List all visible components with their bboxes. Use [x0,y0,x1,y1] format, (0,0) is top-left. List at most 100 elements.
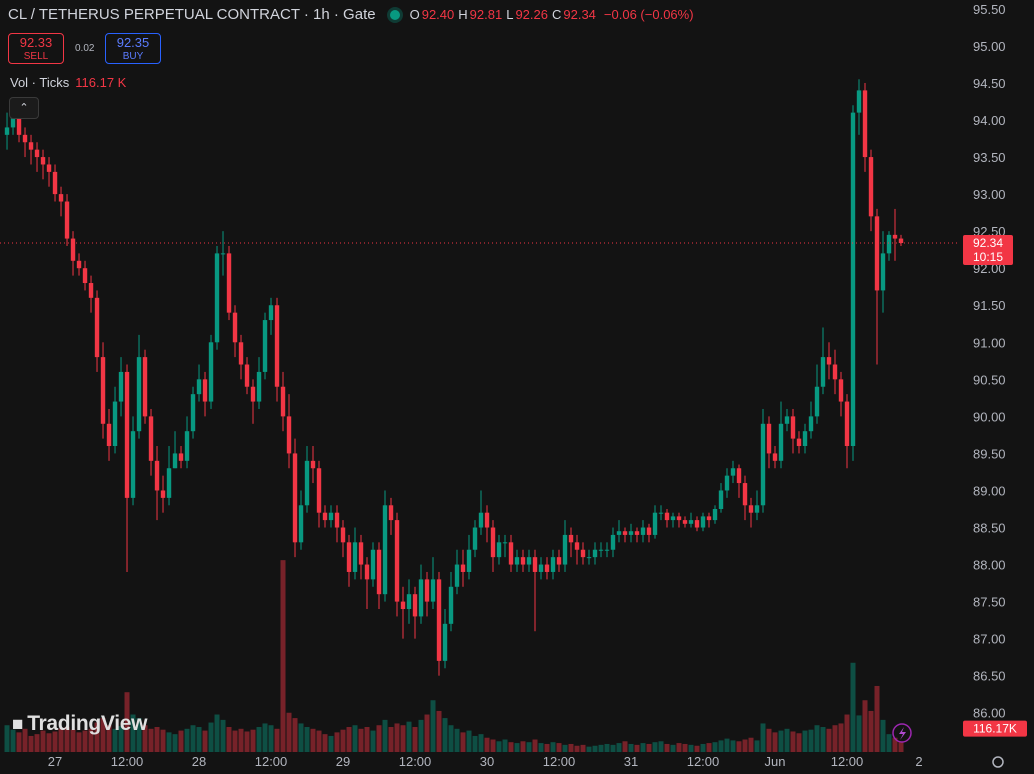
volume-bar [388,727,394,752]
volume-bar [658,741,664,752]
volume-bar [736,741,742,752]
candle-body [874,216,880,291]
x-tick-label: 29 [336,754,350,769]
sell-price: 92.33 [19,35,53,50]
volume-bar [520,741,526,752]
volume-bar [64,727,70,752]
candle-body [442,623,448,661]
candle-body [670,516,676,521]
y-tick-label: 91.00 [973,335,1006,350]
candle-body [724,475,730,491]
countdown: 10:15 [973,250,1003,264]
x-tick-label: 12:00 [543,754,576,769]
volume-bar [706,743,712,752]
candle-body [40,157,46,165]
candle-body [586,557,592,559]
y-tick-label: 87.00 [973,632,1006,647]
candle-body [106,423,112,447]
candle-body [760,423,766,506]
volume-bar [316,730,322,752]
volume-bar [784,728,790,752]
volume-bar [346,727,352,752]
volume-bar [868,710,874,752]
volume-bar [454,728,460,752]
candle-body [226,253,232,313]
candle-body [892,234,898,239]
volume-bar [670,744,676,752]
x-tick-label: 12:00 [255,754,288,769]
buy-button[interactable]: 92.35 BUY [105,33,161,64]
volume-bar [196,727,202,752]
candle-body [130,431,136,498]
candle-body [334,512,340,528]
candle-body [610,534,616,550]
candle-body [730,468,736,476]
volume-bar [34,734,40,752]
candle-body [814,386,820,417]
last-price-tag [963,235,1013,266]
y-tick-label: 95.50 [973,2,1006,17]
volume-bar [40,730,46,752]
settings-button [992,756,1004,768]
candle-body [646,527,652,535]
candle-body [526,557,532,565]
candle-body [382,505,388,595]
x-tick-label: 12:00 [831,754,864,769]
volume-bar [844,714,850,752]
y-tick-label: 91.50 [973,298,1006,313]
volume-bar [334,732,340,752]
volume-bar [460,732,466,752]
candle-body [640,527,646,535]
candle-body [202,379,208,402]
candle-body [370,549,376,580]
x-tick-label: 28 [192,754,206,769]
candle-body [838,379,844,402]
y-tick-label: 87.50 [973,595,1006,610]
candle-body [460,564,466,572]
volume-bar [412,727,418,752]
volume-bar [718,740,724,752]
volume-bar [814,725,820,752]
volume-bar [10,729,16,752]
volume-bar [394,723,400,752]
volume-bar [676,743,682,752]
volume-bar [592,745,598,752]
y-tick-label: 86.00 [973,706,1006,721]
candle-body [82,268,88,284]
candle-body [472,527,478,550]
candle-body [508,542,514,565]
candle-body [16,112,22,135]
candle-body [502,542,508,544]
candle-body [634,531,640,535]
volume-bar [550,742,556,752]
volume-bar [790,731,796,752]
volume-bar [580,744,586,752]
volume-bar [544,743,550,752]
candle-body [250,386,256,402]
candle-body [886,234,892,254]
volume-bar [172,734,178,752]
ohlc-value: 92.26 [515,7,548,22]
volume-bar [208,722,214,752]
volume-bar [310,728,316,752]
candle-body [184,431,190,461]
volume-bar [574,745,580,752]
ohlc-value: 92.34 [563,7,596,22]
volume-bar [250,729,256,752]
volume-bar [466,730,472,752]
volume-bar [898,741,904,752]
candle-body [220,253,226,255]
ohlc-key: H [458,7,468,22]
volume-tag-label: 116.17K [973,722,1017,736]
volume-bar [646,743,652,752]
volume-bar [556,743,562,752]
ohlc-key: L [506,7,514,22]
candle-body [580,549,586,558]
candle-body [166,468,172,498]
volume-bar [70,729,76,752]
collapse-button[interactable]: ⌃ [9,97,39,119]
sell-button[interactable]: 92.33 SELL [8,33,64,64]
volume-bar [712,742,718,752]
candle-body [280,386,286,417]
volume-bar [190,725,196,752]
